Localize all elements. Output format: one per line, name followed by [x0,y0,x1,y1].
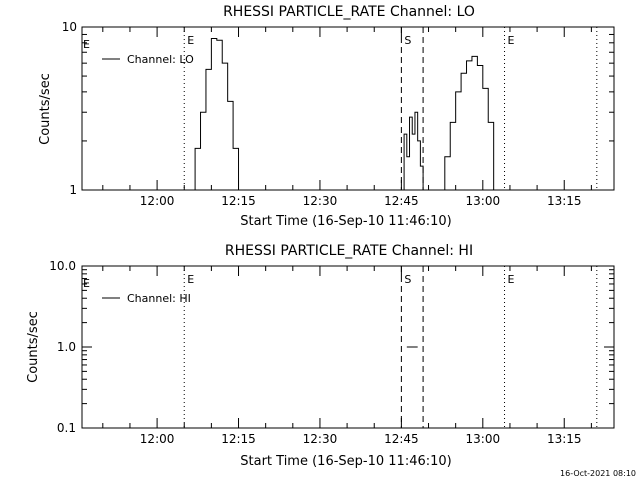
chart-title: RHESSI PARTICLE_RATE Channel: LO [223,4,475,20]
y-tick-label: 10.0 [49,259,76,273]
x-tick-label: 12:00 [140,194,175,208]
x-tick-label: 12:30 [303,432,338,446]
x-tick-label: 13:15 [547,432,582,446]
legend-label: Channel: HI [127,292,191,305]
x-tick-label: 12:45 [384,194,419,208]
x-tick-label: 12:45 [384,432,419,446]
x-tick-label: 13:00 [466,194,501,208]
x-axis-label: Start Time (16-Sep-10 11:46:10) [240,214,451,229]
y-tick-label: 1.0 [57,340,76,354]
timestamp: 16-Oct-2021 08:10 [560,469,636,478]
event-marker-label: E [83,277,90,290]
x-tick-label: 13:00 [466,432,501,446]
event-marker-label: E [187,273,194,286]
series-line [439,55,495,191]
event-marker-label: E [508,273,515,286]
plot-frame [81,26,615,191]
x-tick-label: 12:15 [221,432,256,446]
x-tick-label: 13:15 [547,194,582,208]
event-marker-label: S [404,34,411,47]
event-marker-label: E [83,38,90,51]
x-tick-label: 12:15 [221,194,256,208]
y-tick-label: 10 [62,20,77,34]
plot-frame [81,265,615,429]
y-axis-label: Counts/sec [26,311,41,383]
panel-hi: RHESSI PARTICLE_RATE Channel: HI Counts/… [26,243,615,469]
x-tick-label: 12:30 [303,194,338,208]
x-tick-label: 12:00 [140,432,175,446]
y-axis-label: Counts/sec [38,73,53,145]
y-tick-label: 1 [69,183,77,197]
y-tick-label: 0.1 [57,421,76,435]
series-line [189,38,240,191]
event-marker-label: S [404,273,411,286]
event-marker-label: E [508,34,515,47]
event-marker-label: E [187,34,194,47]
series-line [401,111,424,191]
panel-lo: RHESSI PARTICLE_RATE Channel: LO Counts/… [38,4,615,229]
x-axis-label: Start Time (16-Sep-10 11:46:10) [240,454,451,469]
legend-label: Channel: LO [127,53,194,66]
chart-title: RHESSI PARTICLE_RATE Channel: HI [225,243,473,259]
